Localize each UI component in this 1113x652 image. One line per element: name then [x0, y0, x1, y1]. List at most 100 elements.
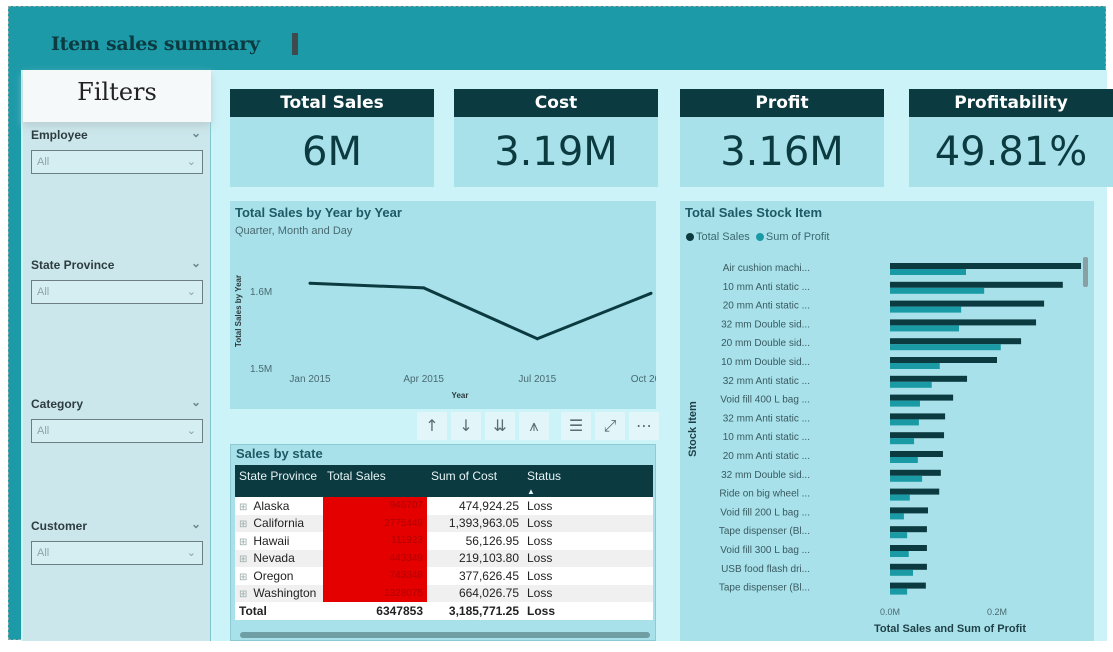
- x-axis-title: Year: [452, 391, 469, 400]
- chart-title: Total Sales by Year by Year: [235, 205, 402, 220]
- state-province-dropdown[interactable]: All ⌄: [31, 280, 203, 304]
- focus-mode-icon[interactable]: ⤢: [595, 412, 625, 440]
- employee-dropdown[interactable]: All ⌄: [31, 150, 203, 174]
- bar-sum-of-profit: [890, 381, 932, 388]
- chevron-down-icon: ⌄: [186, 425, 196, 437]
- bar-total-sales: [890, 375, 968, 382]
- legend-label-total-sales[interactable]: Total Sales: [696, 231, 750, 243]
- table-horizontal-scrollbar[interactable]: [240, 632, 650, 638]
- line-chart-svg: 1.5M 1.6M Jan 2015 Apr 2015 Jul 2015 Oct 2015…: [234, 275, 656, 400]
- total-sales-cell: 2775449: [323, 514, 427, 532]
- expand-all-down-icon[interactable]: ⇊: [485, 412, 515, 440]
- state-cell[interactable]: ⊞ Washington: [235, 584, 323, 602]
- drill-down-icon[interactable]: ⩚: [519, 412, 549, 440]
- bar-sum-of-profit: [890, 513, 904, 520]
- chevron-down-icon: ⌄: [186, 156, 196, 168]
- chart-subtitle: Quarter, Month and Day: [235, 225, 353, 237]
- category-label: Ride on big wheel ...: [719, 489, 810, 500]
- bar-total-sales: [890, 582, 926, 589]
- state-cell[interactable]: ⊞ Alaska: [235, 497, 323, 515]
- table-row[interactable]: ⊞ Washington 1328075 664,026.75 Loss: [235, 584, 653, 602]
- bar-total-sales: [890, 300, 1045, 307]
- status-total: Loss: [523, 602, 653, 620]
- kpi-value: 6M: [230, 117, 434, 187]
- slicer-label: Employee ⌄: [31, 126, 201, 142]
- expand-icon[interactable]: ⊞: [239, 536, 248, 548]
- chart-vertical-scrollbar[interactable]: [1083, 257, 1088, 287]
- category-label: 32 mm Double sid...: [721, 319, 810, 330]
- chevron-down-icon[interactable]: ⌄: [190, 395, 201, 409]
- bar-total-sales: [890, 263, 1081, 269]
- bar-total-sales: [890, 469, 941, 476]
- category-label: 10 mm Anti static ...: [723, 432, 810, 443]
- slicer-state-province: State Province ⌄ All ⌄: [31, 256, 203, 304]
- category-dropdown[interactable]: All ⌄: [31, 419, 203, 443]
- y-axis-title: Total Sales by Year: [234, 275, 243, 347]
- status-cell: Loss: [523, 549, 653, 567]
- slicer-label: State Province ⌄: [31, 256, 201, 272]
- arrow-down-icon[interactable]: ↓: [451, 412, 481, 440]
- report-title: Item sales summary: [51, 33, 260, 55]
- chevron-down-icon[interactable]: ⌄: [190, 517, 201, 531]
- expand-icon[interactable]: ⊞: [239, 501, 248, 513]
- state-cell[interactable]: ⊞ Nevada: [235, 549, 323, 567]
- sales-line: [309, 281, 652, 341]
- column-header-state[interactable]: State Province: [235, 465, 323, 497]
- state-cell[interactable]: ⊞ California: [235, 514, 323, 532]
- table-row[interactable]: ⊞ California 2775449 1,393,963.05 Loss: [235, 514, 653, 532]
- chevron-down-icon[interactable]: ⌄: [190, 126, 201, 140]
- status-cell: Loss: [523, 514, 653, 532]
- x-tick-label: Apr 2015: [403, 374, 444, 385]
- table-title: Sales by state: [236, 446, 323, 461]
- chart-legend: Total Sales Sum of Profit: [686, 231, 829, 243]
- chevron-down-icon[interactable]: ⌄: [190, 256, 201, 270]
- status-cell: Loss: [523, 532, 653, 550]
- line-chart-visual[interactable]: Total Sales by Year by Year Quarter, Mon…: [230, 201, 656, 409]
- table-row[interactable]: ⊞ Alaska 946707 474,924.25 Loss: [235, 497, 653, 515]
- sum-of-cost-cell: 474,924.25: [427, 497, 523, 515]
- more-options-icon[interactable]: ⋯: [629, 412, 659, 440]
- bar-chart-visual[interactable]: Total Sales Stock Item Total Sales Sum o…: [680, 201, 1094, 641]
- sum-of-cost-cell: 377,626.45: [427, 567, 523, 585]
- table-row[interactable]: ⊞ Hawaii 111923 56,126.95 Loss: [235, 532, 653, 550]
- column-header-total-sales[interactable]: Total Sales: [323, 465, 427, 497]
- bar-sum-of-profit: [890, 475, 923, 482]
- x-tick-label: Oct 2015: [631, 374, 656, 385]
- table-row[interactable]: ⊞ Nevada 443349 219,103.80 Loss: [235, 549, 653, 567]
- category-label: USB food flash dri...: [721, 564, 810, 575]
- filters-title: Filters: [23, 70, 211, 122]
- x-tick-label: 0.2M: [987, 607, 1007, 617]
- kpi-profit[interactable]: Profit 3.16M: [680, 89, 884, 187]
- bar-total-sales: [890, 281, 1063, 288]
- bar-sum-of-profit: [890, 269, 966, 275]
- expand-icon[interactable]: ⊞: [239, 589, 248, 601]
- kpi-profitability[interactable]: Profitability 49.81%: [909, 89, 1113, 187]
- expand-icon[interactable]: ⊞: [239, 571, 248, 583]
- bar-sum-of-profit: [890, 400, 920, 407]
- data-point: [422, 286, 426, 290]
- category-label: 20 mm Double sid...: [721, 338, 810, 349]
- state-cell[interactable]: ⊞ Oregon: [235, 567, 323, 585]
- expand-icon[interactable]: ⊞: [239, 519, 248, 531]
- kpi-cost[interactable]: Cost 3.19M: [454, 89, 658, 187]
- state-cell[interactable]: ⊞ Hawaii: [235, 532, 323, 550]
- bar-sum-of-profit: [890, 287, 985, 294]
- table-row[interactable]: ⊞ Oregon 743348 377,626.45 Loss: [235, 567, 653, 585]
- kpi-value: 3.16M: [680, 117, 884, 187]
- expand-icon[interactable]: ⊞: [239, 554, 248, 566]
- bar-total-sales: [890, 526, 927, 533]
- total-sales-cell: 443349: [323, 549, 427, 567]
- column-header-status[interactable]: Status ▲: [523, 465, 653, 497]
- arrow-up-icon[interactable]: ↑: [417, 412, 447, 440]
- bar-total-sales: [890, 413, 946, 420]
- slicer-customer: Customer ⌄ All ⌄: [31, 517, 203, 565]
- kpi-label: Profit: [680, 89, 884, 117]
- total-sales-cell: 946707: [323, 497, 427, 515]
- kpi-value: 3.19M: [454, 117, 658, 187]
- customer-dropdown[interactable]: All ⌄: [31, 541, 203, 565]
- kpi-total-sales[interactable]: Total Sales 6M: [230, 89, 434, 187]
- filter-icon[interactable]: ☰: [561, 412, 591, 440]
- column-header-sum-of-cost[interactable]: Sum of Cost: [427, 465, 523, 497]
- bar-total-sales: [890, 319, 1037, 326]
- legend-label-sum-of-profit[interactable]: Sum of Profit: [765, 231, 830, 243]
